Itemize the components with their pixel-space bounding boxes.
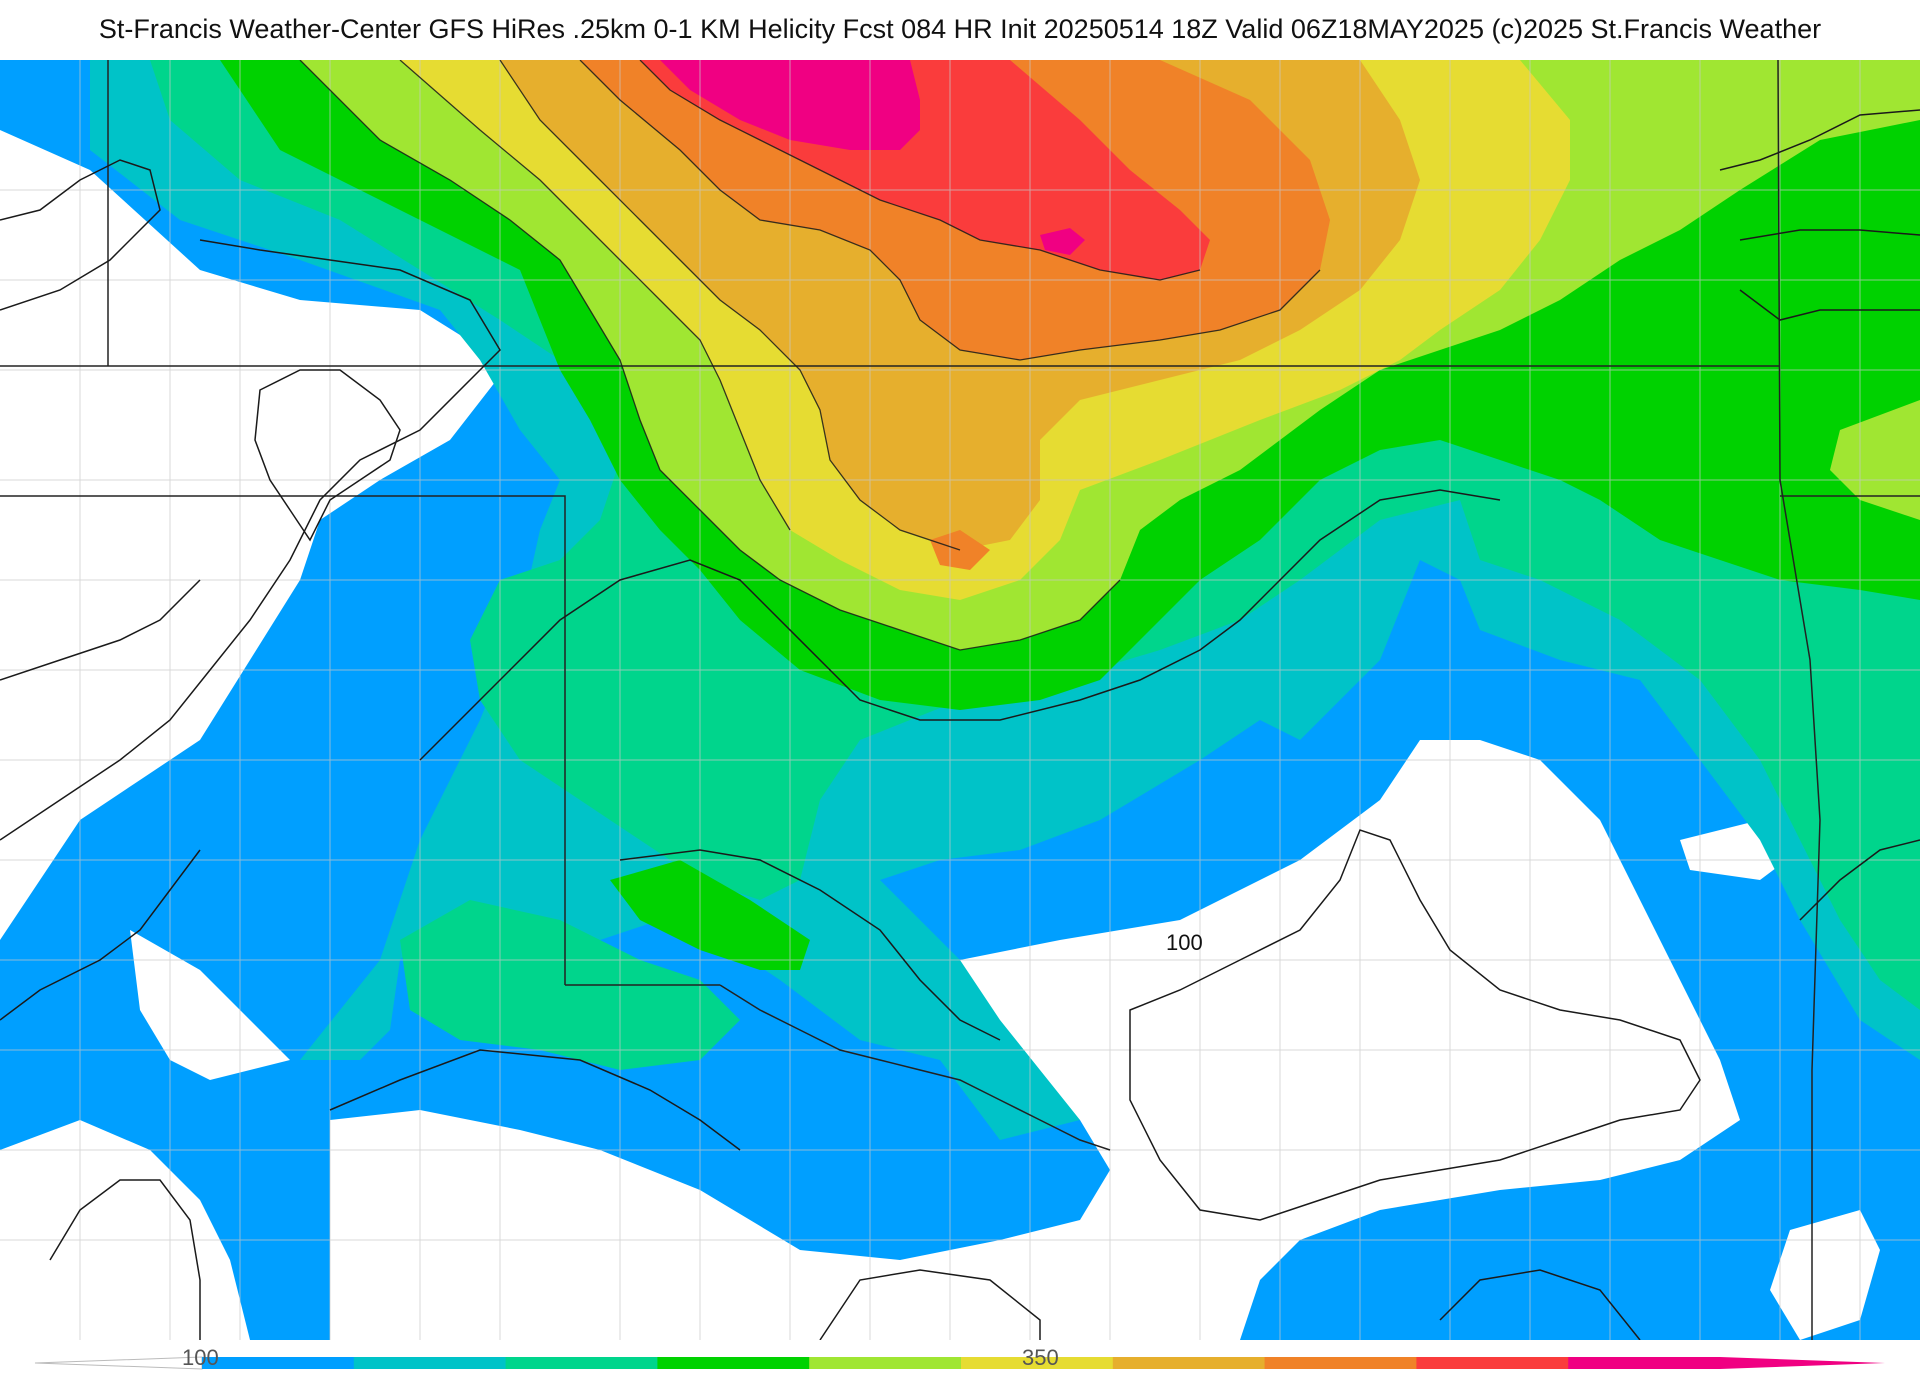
colorbar-segment-5 (961, 1357, 1114, 1369)
colorbar-segment-3 (657, 1357, 810, 1369)
helicity-contours-upper (299, 60, 1321, 651)
colorbar-tick-label-low: 100 (182, 1345, 219, 1370)
colorbar-segment-0 (202, 1357, 355, 1369)
colorbar-segment-4 (809, 1357, 962, 1369)
colorbar-segment-7 (1264, 1357, 1417, 1369)
colorbar-segment-below-range (34, 1356, 203, 1370)
colorbar-segment-6 (1112, 1357, 1266, 1369)
low-helicity-area-southeast (1770, 1210, 1880, 1340)
helicity-contours (0, 109, 1920, 1340)
low-helicity-area-south (330, 740, 1740, 1340)
colorbar-segment-9 (1568, 1357, 1885, 1369)
helicity-fill-lightgreen-east (1830, 400, 1920, 520)
color-scale-bar (34, 1356, 1885, 1370)
colorbar-tick-label-high: 350 (1022, 1345, 1059, 1370)
color-scale-segments (34, 1356, 1885, 1370)
colorbar-segment-8 (1416, 1357, 1569, 1369)
low-helicity-area-northwest (0, 130, 520, 940)
helicity-fill-magenta-small (1040, 228, 1085, 255)
map-title: St-Francis Weather-Center GFS HiRes .25k… (98, 14, 1822, 44)
low-helicity-area-southwest (0, 1120, 250, 1340)
county-boundaries (0, 60, 1920, 1340)
helicity-fill-green-blob (610, 860, 810, 970)
colorbar-segment-1 (353, 1357, 507, 1369)
contour-label: 100 (1166, 930, 1203, 955)
colorbar-segment-2 (505, 1357, 658, 1369)
state-boundaries (0, 60, 1920, 1340)
helicity-map (0, 60, 1920, 1340)
